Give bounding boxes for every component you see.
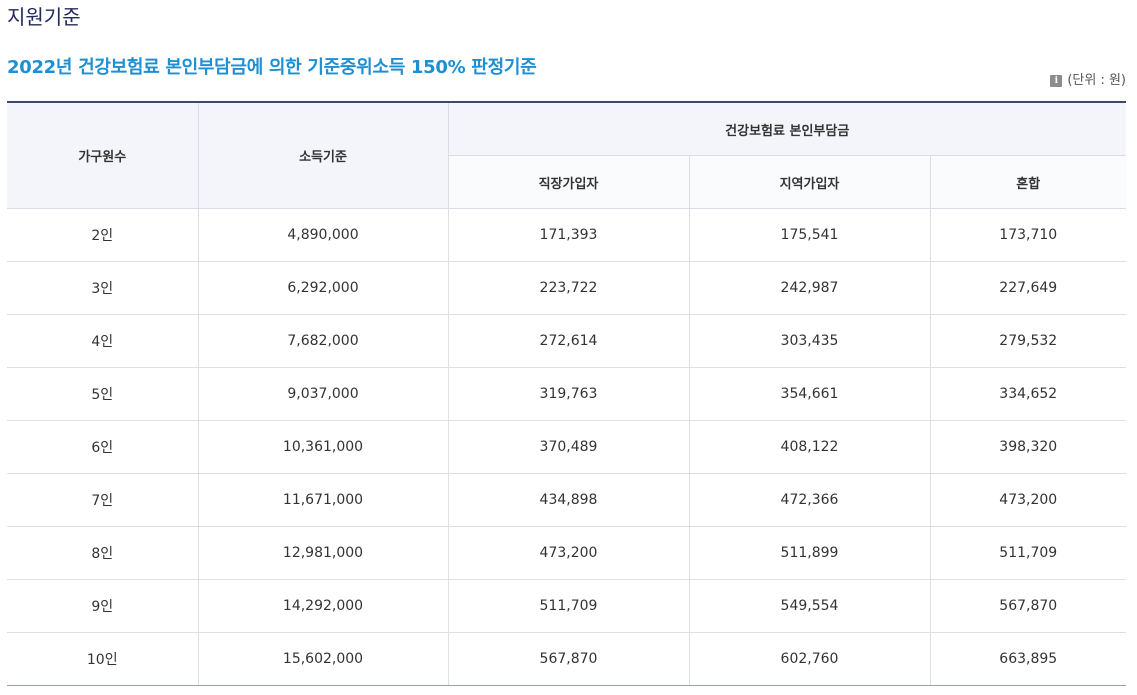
page-heading: 지원기준 bbox=[7, 5, 81, 29]
table-row: 10인 15,602,000 567,870 602,760 663,895 bbox=[7, 632, 1126, 686]
cell-employee: 567,870 bbox=[447, 632, 689, 686]
header-premium-group: 건강보험료 본인부담금 bbox=[447, 102, 1126, 156]
cell-income: 6,292,000 bbox=[197, 261, 448, 315]
header-income: 소득기준 bbox=[197, 102, 448, 209]
cell-income: 9,037,000 bbox=[197, 367, 448, 421]
cell-employee: 370,489 bbox=[447, 420, 689, 474]
cell-income: 10,361,000 bbox=[197, 420, 448, 474]
cell-mixed: 473,200 bbox=[929, 473, 1126, 527]
cell-mixed: 227,649 bbox=[929, 261, 1126, 315]
table-subheader-row: 직장가입자 지역가입자 혼합 bbox=[7, 155, 1126, 209]
cell-employee: 473,200 bbox=[447, 526, 689, 580]
cell-mixed: 173,710 bbox=[929, 208, 1126, 262]
table-header-row: 가구원수 소득기준 건강보험료 본인부담금 bbox=[7, 102, 1126, 209]
cell-income: 12,981,000 bbox=[197, 526, 448, 580]
cell-employee: 434,898 bbox=[447, 473, 689, 527]
cell-income: 11,671,000 bbox=[197, 473, 448, 527]
header-mixed: 혼합 bbox=[929, 155, 1126, 209]
table-row: 9인 14,292,000 511,709 549,554 567,870 bbox=[7, 579, 1126, 633]
cell-income: 4,890,000 bbox=[197, 208, 448, 262]
income-criteria-table: 가구원수 소득기준 건강보험료 본인부담금 직장가입자 지역가입자 혼합 2인 … bbox=[7, 101, 1126, 686]
cell-employee: 171,393 bbox=[447, 208, 689, 262]
info-icon: i bbox=[1050, 75, 1063, 87]
cell-household: 10인 bbox=[7, 632, 198, 686]
cell-mixed: 334,652 bbox=[929, 367, 1126, 421]
cell-household: 6인 bbox=[7, 420, 198, 474]
cell-mixed: 567,870 bbox=[929, 579, 1126, 633]
cell-income: 15,602,000 bbox=[197, 632, 448, 686]
cell-income: 7,682,000 bbox=[197, 314, 448, 368]
header-regional: 지역가입자 bbox=[688, 155, 930, 209]
table-row: 8인 12,981,000 473,200 511,899 511,709 bbox=[7, 526, 1126, 580]
cell-household: 5인 bbox=[7, 367, 198, 421]
cell-regional: 408,122 bbox=[688, 420, 930, 474]
cell-employee: 223,722 bbox=[447, 261, 689, 315]
cell-household: 2인 bbox=[7, 208, 198, 262]
table-row: 5인 9,037,000 319,763 354,661 334,652 bbox=[7, 367, 1126, 421]
table-row: 2인 4,890,000 171,393 175,541 173,710 bbox=[7, 208, 1126, 262]
cell-regional: 511,899 bbox=[688, 526, 930, 580]
section-title: 2022년 건강보험료 본인부담금에 의한 기준중위소득 150% 판정기준 bbox=[7, 57, 537, 78]
header-employee: 직장가입자 bbox=[447, 155, 689, 209]
cell-employee: 319,763 bbox=[447, 367, 689, 421]
table-row: 3인 6,292,000 223,722 242,987 227,649 bbox=[7, 261, 1126, 315]
cell-household: 3인 bbox=[7, 261, 198, 315]
header-household: 가구원수 bbox=[7, 102, 198, 209]
unit-note: i (단위 : 원) bbox=[1050, 72, 1126, 90]
cell-mixed: 398,320 bbox=[929, 420, 1126, 474]
table-body: 2인 4,890,000 171,393 175,541 173,710 3인 … bbox=[7, 208, 1126, 686]
table-row: 6인 10,361,000 370,489 408,122 398,320 bbox=[7, 420, 1126, 474]
cell-regional: 472,366 bbox=[688, 473, 930, 527]
cell-household: 9인 bbox=[7, 579, 198, 633]
cell-regional: 175,541 bbox=[688, 208, 930, 262]
cell-regional: 602,760 bbox=[688, 632, 930, 686]
cell-household: 4인 bbox=[7, 314, 198, 368]
cell-mixed: 279,532 bbox=[929, 314, 1126, 368]
unit-note-text: (단위 : 원) bbox=[1067, 73, 1126, 88]
table-row: 4인 7,682,000 272,614 303,435 279,532 bbox=[7, 314, 1126, 368]
cell-income: 14,292,000 bbox=[197, 579, 448, 633]
cell-regional: 549,554 bbox=[688, 579, 930, 633]
cell-regional: 354,661 bbox=[688, 367, 930, 421]
cell-household: 7인 bbox=[7, 473, 198, 527]
cell-employee: 511,709 bbox=[447, 579, 689, 633]
cell-mixed: 663,895 bbox=[929, 632, 1126, 686]
cell-mixed: 511,709 bbox=[929, 526, 1126, 580]
cell-regional: 303,435 bbox=[688, 314, 930, 368]
cell-regional: 242,987 bbox=[688, 261, 930, 315]
cell-household: 8인 bbox=[7, 526, 198, 580]
cell-employee: 272,614 bbox=[447, 314, 689, 368]
table-row: 7인 11,671,000 434,898 472,366 473,200 bbox=[7, 473, 1126, 527]
